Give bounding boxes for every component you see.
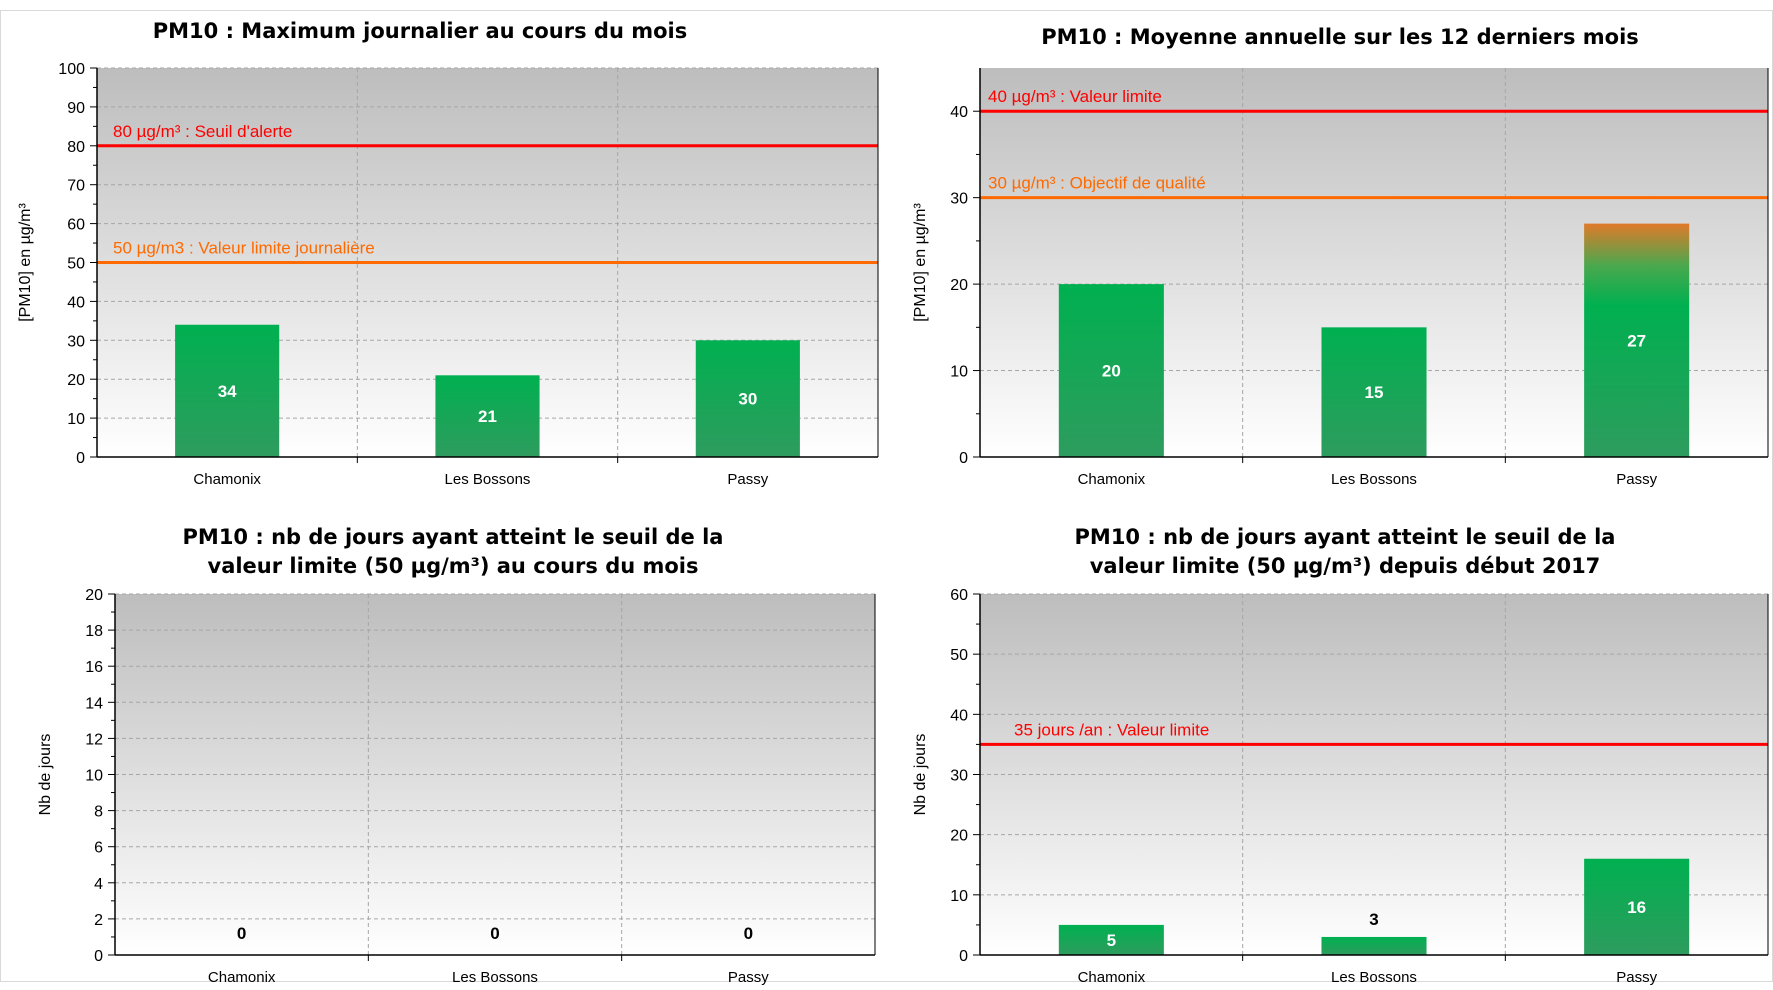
chart-title: PM10 : Maximum journalier au cours du mo… <box>153 19 687 43</box>
bar-value-label: 0 <box>490 924 499 943</box>
bar-les-bossons <box>435 375 540 457</box>
y-tick-label: 0 <box>94 948 103 965</box>
bar-value-label: 20 <box>1102 362 1121 381</box>
y-axis-label: [PM10] en µg/m³ <box>912 203 929 322</box>
y-tick-label: 20 <box>950 277 968 294</box>
chart-title: PM10 : Moyenne annuelle sur les 12 derni… <box>1041 25 1639 49</box>
y-tick-label: 20 <box>85 587 103 604</box>
bar-passy <box>1584 223 1690 457</box>
y-tick-label: 4 <box>94 876 103 893</box>
y-tick-label: 20 <box>67 372 85 389</box>
x-category-label: Chamonix <box>1078 471 1146 488</box>
chart-title: valeur limite (50 µg/m³) depuis début 20… <box>1090 554 1601 578</box>
y-tick-label: 20 <box>950 828 968 845</box>
y-axis-label: [PM10] en µg/m³ <box>17 203 34 322</box>
y-tick-label: 40 <box>950 707 968 724</box>
x-category-label: Les Bossons <box>452 969 538 986</box>
y-tick-label: 10 <box>85 768 103 785</box>
y-tick-label: 10 <box>950 888 968 905</box>
y-axis-label: Nb de jours <box>912 734 929 816</box>
bar-value-label: 30 <box>738 390 757 409</box>
bar-chamonix <box>1058 924 1164 955</box>
bar-value-label: 27 <box>1627 331 1646 350</box>
bar-les-bossons <box>1321 327 1427 457</box>
y-tick-label: 50 <box>67 256 85 273</box>
x-category-label: Passy <box>728 969 769 986</box>
y-tick-label: 80 <box>67 139 85 156</box>
y-tick-label: 30 <box>950 191 968 208</box>
bar-value-label: 0 <box>744 924 753 943</box>
y-tick-label: 14 <box>85 695 103 712</box>
bar-chamonix <box>1058 284 1164 457</box>
bar-les-bossons <box>1321 936 1427 955</box>
y-tick-label: 2 <box>94 912 103 929</box>
reference-line-label: 35 jours /an : Valeur limite <box>1014 720 1209 739</box>
bar-value-label: 15 <box>1365 383 1384 402</box>
x-category-label: Passy <box>1616 471 1657 488</box>
x-category-label: Les Bossons <box>445 471 531 488</box>
reference-line-label: 50 µg/m3 : Valeur limite journalière <box>113 239 375 258</box>
y-tick-label: 40 <box>67 294 85 311</box>
bar-value-label: 16 <box>1627 898 1646 917</box>
y-tick-label: 6 <box>94 840 103 857</box>
y-tick-label: 10 <box>950 364 968 381</box>
chart-2: PM10 : Moyenne annuelle sur les 12 derni… <box>912 25 1769 488</box>
chart-3: PM10 : nb de jours ayant atteint le seui… <box>37 525 876 986</box>
x-category-label: Les Bossons <box>1331 471 1417 488</box>
y-tick-label: 18 <box>85 623 103 640</box>
chart-title: PM10 : nb de jours ayant atteint le seui… <box>183 525 724 549</box>
y-tick-label: 90 <box>67 100 85 117</box>
bar-value-label: 5 <box>1107 931 1116 950</box>
bar-chamonix <box>175 324 280 457</box>
bar-value-label: 0 <box>237 924 246 943</box>
y-tick-label: 60 <box>67 217 85 234</box>
y-tick-label: 100 <box>58 61 85 78</box>
x-category-label: Passy <box>1616 969 1657 986</box>
reference-line-label: 80 µg/m³ : Seuil d'alerte <box>113 122 292 141</box>
y-tick-label: 0 <box>959 450 968 467</box>
bar-passy <box>695 340 800 457</box>
chart-4: PM10 : nb de jours ayant atteint le seui… <box>912 525 1769 986</box>
y-tick-label: 10 <box>67 411 85 428</box>
reference-line-label: 30 µg/m³ : Objectif de qualité <box>988 174 1206 193</box>
chart-title: PM10 : nb de jours ayant atteint le seui… <box>1075 525 1616 549</box>
chart-1: PM10 : Maximum journalier au cours du mo… <box>17 19 879 488</box>
y-tick-label: 12 <box>85 731 103 748</box>
y-tick-label: 60 <box>950 587 968 604</box>
x-category-label: Chamonix <box>193 471 261 488</box>
y-tick-label: 16 <box>85 659 103 676</box>
bar-value-label: 21 <box>478 407 497 426</box>
bar-value-label: 34 <box>218 382 237 401</box>
x-category-label: Chamonix <box>208 969 276 986</box>
x-category-label: Passy <box>727 471 768 488</box>
y-tick-label: 30 <box>67 333 85 350</box>
y-tick-label: 0 <box>959 948 968 965</box>
reference-line-label: 40 µg/m³ : Valeur limite <box>988 87 1162 106</box>
bar-passy <box>1584 858 1690 955</box>
y-axis-label: Nb de jours <box>37 734 54 816</box>
x-category-label: Chamonix <box>1078 969 1146 986</box>
bar-value-label: 3 <box>1369 910 1378 929</box>
y-tick-label: 8 <box>94 804 103 821</box>
y-tick-label: 70 <box>67 178 85 195</box>
chart-title: valeur limite (50 µg/m³) au cours du moi… <box>208 554 699 578</box>
y-tick-label: 30 <box>950 768 968 785</box>
y-tick-label: 50 <box>950 647 968 664</box>
y-tick-label: 40 <box>950 104 968 121</box>
y-tick-label: 0 <box>76 450 85 467</box>
x-category-label: Les Bossons <box>1331 969 1417 986</box>
